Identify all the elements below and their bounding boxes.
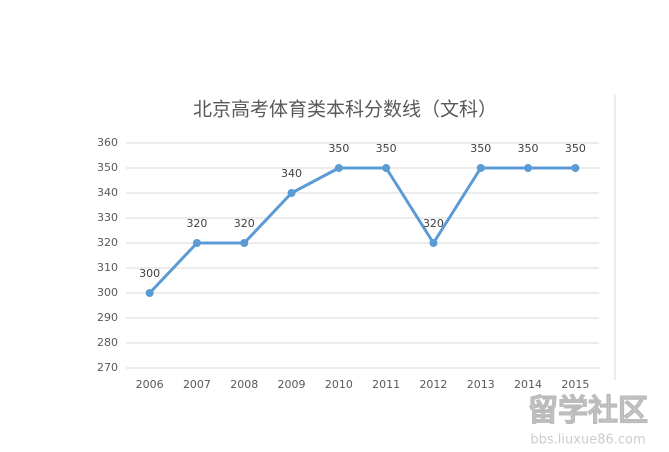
watermark-title: 留学社区 bbox=[528, 394, 648, 429]
y-tick-label: 290 bbox=[97, 311, 118, 324]
x-tick-label: 2015 bbox=[561, 378, 589, 391]
point bbox=[334, 164, 343, 172]
x-tick-label: 2013 bbox=[467, 378, 495, 391]
data-label: 350 bbox=[470, 142, 491, 155]
x-tick-label: 2012 bbox=[419, 378, 447, 391]
point bbox=[382, 164, 391, 172]
data-label: 320 bbox=[186, 217, 207, 230]
x-tick-label: 2009 bbox=[278, 378, 306, 391]
data-label: 320 bbox=[423, 217, 444, 230]
data-label: 350 bbox=[518, 142, 539, 155]
data-label: 350 bbox=[376, 142, 397, 155]
x-tick-label: 2014 bbox=[514, 378, 542, 391]
y-tick-label: 280 bbox=[97, 336, 118, 349]
x-tick-label: 2006 bbox=[136, 378, 164, 391]
point bbox=[192, 239, 201, 247]
point bbox=[287, 189, 296, 197]
y-tick-label: 340 bbox=[97, 186, 118, 199]
watermark-url: bbs.liuxue86.com bbox=[530, 433, 645, 448]
data-label: 300 bbox=[139, 267, 160, 280]
y-tick-label: 300 bbox=[97, 286, 118, 299]
point bbox=[571, 164, 580, 172]
point bbox=[429, 239, 438, 247]
point bbox=[145, 289, 154, 297]
x-tick-label: 2008 bbox=[230, 378, 258, 391]
series-line bbox=[148, 166, 576, 295]
point bbox=[524, 164, 533, 172]
data-label: 350 bbox=[328, 142, 349, 155]
data-label: 350 bbox=[565, 142, 586, 155]
data-label: 320 bbox=[234, 217, 255, 230]
x-tick-label: 2007 bbox=[183, 378, 211, 391]
chart-title: 北京高考体育类本科分数线（文科） bbox=[193, 99, 497, 121]
x-tick-label: 2011 bbox=[372, 378, 400, 391]
point bbox=[240, 239, 249, 247]
y-tick-label: 270 bbox=[97, 361, 118, 374]
data-label: 340 bbox=[281, 167, 302, 180]
point bbox=[476, 164, 485, 172]
y-tick-label: 360 bbox=[97, 136, 118, 149]
y-tick-label: 320 bbox=[97, 236, 118, 249]
y-tick-label: 350 bbox=[97, 161, 118, 174]
y-tick-label: 330 bbox=[97, 211, 118, 224]
x-tick-label: 2010 bbox=[325, 378, 353, 391]
y-tick-label: 310 bbox=[97, 261, 118, 274]
